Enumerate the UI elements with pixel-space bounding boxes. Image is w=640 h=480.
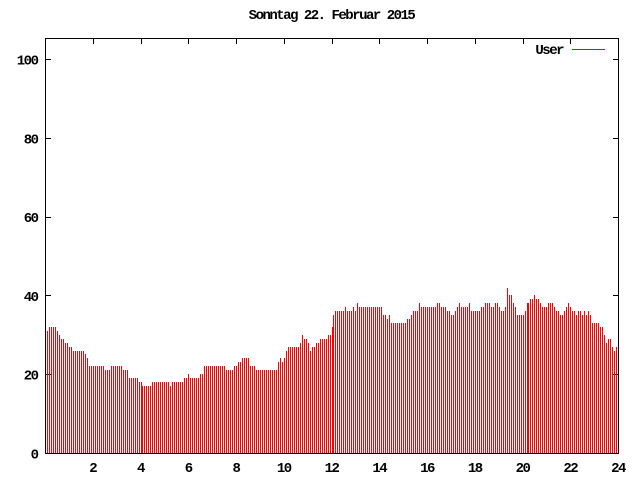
svg-text:Sonntag 22. Februar 2015: Sonntag 22. Februar 2015 xyxy=(249,8,416,24)
svg-text:8: 8 xyxy=(233,461,241,477)
svg-text:22: 22 xyxy=(563,461,578,477)
svg-text:2: 2 xyxy=(89,461,97,477)
svg-text:User: User xyxy=(535,43,564,59)
svg-text:14: 14 xyxy=(372,461,387,477)
svg-text:40: 40 xyxy=(24,290,39,306)
svg-text:100: 100 xyxy=(17,54,39,70)
svg-text:24: 24 xyxy=(611,461,626,477)
svg-text:6: 6 xyxy=(185,461,193,477)
svg-text:12: 12 xyxy=(325,461,340,477)
svg-text:16: 16 xyxy=(420,461,435,477)
svg-text:60: 60 xyxy=(24,211,39,227)
svg-text:80: 80 xyxy=(24,132,39,148)
svg-text:18: 18 xyxy=(468,461,483,477)
svg-text:20: 20 xyxy=(516,461,531,477)
svg-text:20: 20 xyxy=(24,369,39,385)
svg-text:4: 4 xyxy=(137,461,145,477)
svg-text:0: 0 xyxy=(31,448,39,464)
svg-text:10: 10 xyxy=(277,461,292,477)
